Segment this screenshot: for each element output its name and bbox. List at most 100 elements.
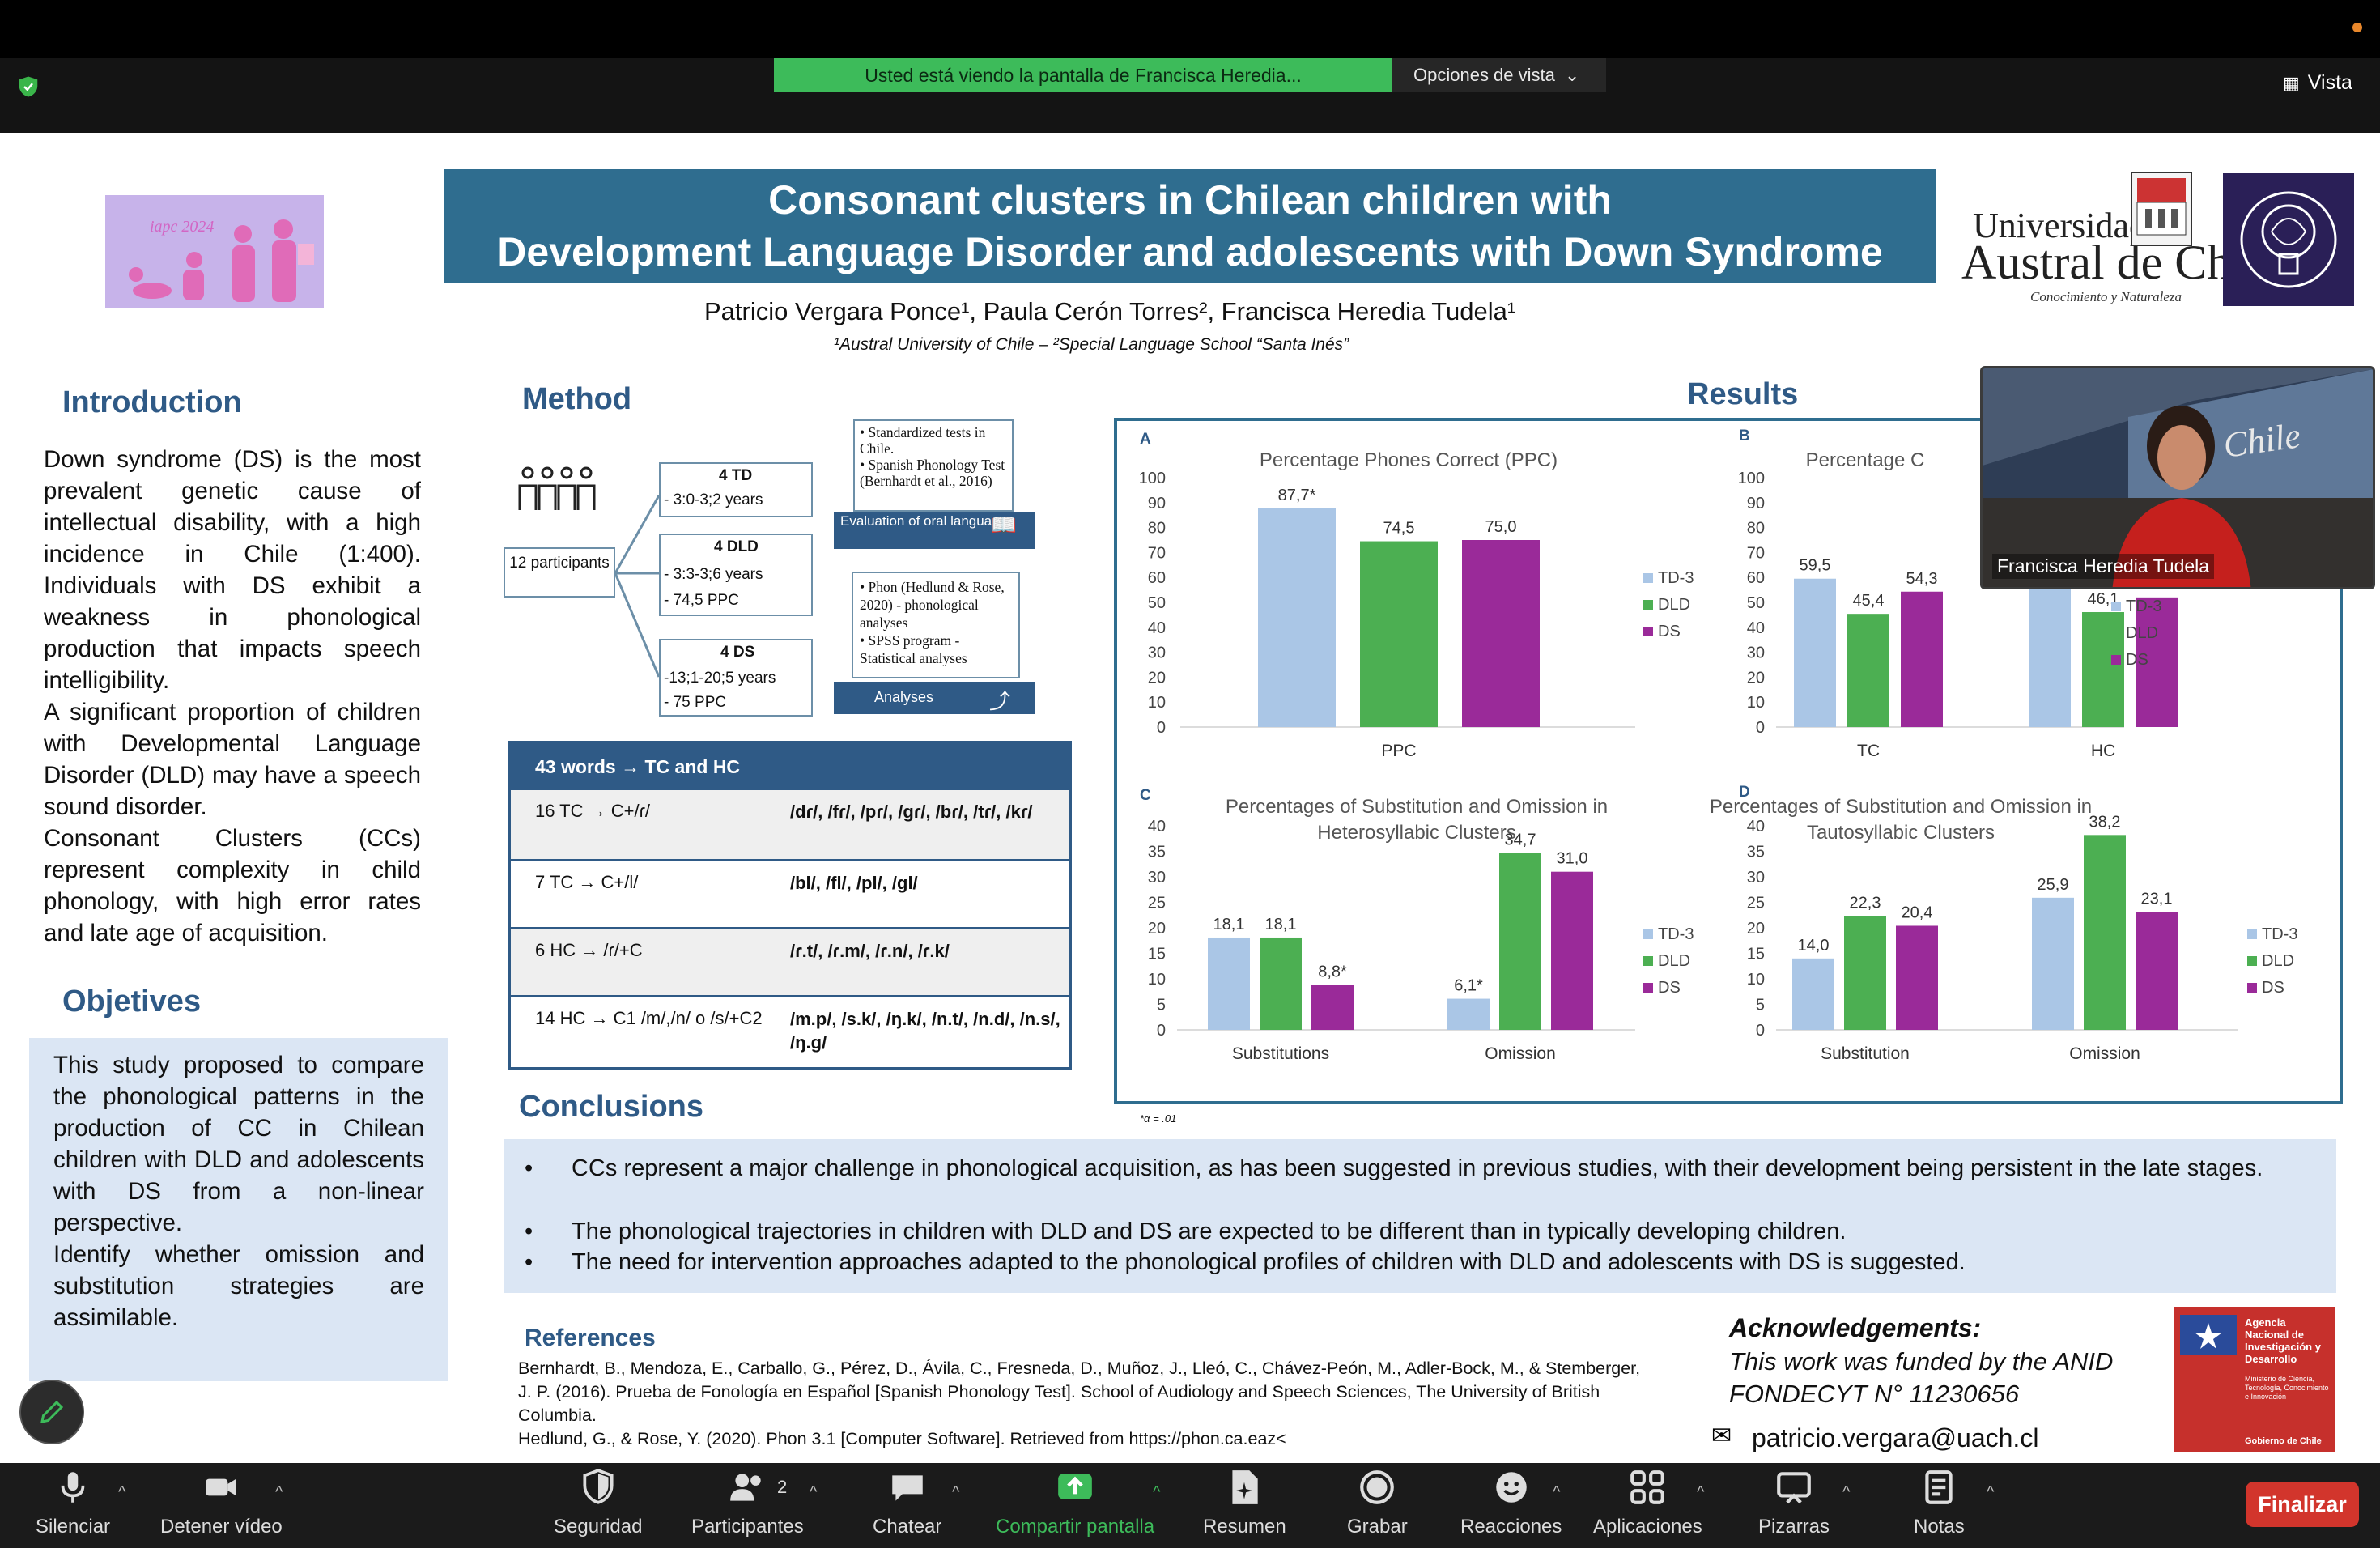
participant-video-tile[interactable]: Chile Francisca Heredia Tudela	[1980, 366, 2375, 589]
microphone-icon	[61, 1472, 85, 1503]
mute-label: Silenciar	[36, 1516, 111, 1537]
y-tick-label: 0	[1157, 1022, 1166, 1040]
video-options-caret[interactable]: ^	[275, 1483, 283, 1501]
chart-title: Percentages of Substitution and Omission…	[1226, 796, 1608, 818]
share-screen-icon	[1058, 1474, 1092, 1499]
analysis-items-box: • Phon (Hedlund & Rose, 2020) - phonolog…	[852, 572, 1020, 678]
notification-dot	[2352, 23, 2362, 32]
y-tick-label: 0	[1756, 719, 1765, 737]
y-tick-label: 50	[1148, 594, 1166, 612]
share-screen-button[interactable]: Compartir pantalla	[996, 1467, 1154, 1538]
data-label: 25,9	[2038, 876, 2069, 894]
university-motto: Conocimiento y Naturaleza	[2030, 289, 2182, 304]
y-tick-label: 90	[1747, 495, 1765, 512]
y-tick-label: 80	[1148, 520, 1166, 538]
legend-swatch	[1643, 600, 1653, 610]
view-button[interactable]: ▦ Vista	[2283, 71, 2352, 95]
data-label: 45,4	[1853, 592, 1885, 610]
data-label: 18,1	[1265, 916, 1297, 933]
poster-authors: Patricio Vergara Ponce¹, Paula Cerón Tor…	[704, 297, 1516, 325]
introduction-paragraph-1: Down syndrome (DS) is the most prevalent…	[44, 446, 421, 694]
y-tick-label: 40	[1747, 619, 1765, 637]
stop-video-button[interactable]: Detener vídeo	[160, 1467, 283, 1538]
group-dld-ppc: - 74,5 PPC	[664, 592, 739, 609]
bar-td-3	[2032, 897, 2074, 1030]
window-top-bar	[0, 0, 2380, 58]
conclusion-item: CCs represent a major challenge in phono…	[572, 1155, 2263, 1181]
x-tick-label: PPC	[1381, 742, 1416, 760]
conclusions-box	[504, 1139, 2336, 1293]
stop-video-label: Detener vídeo	[160, 1516, 283, 1537]
mute-button[interactable]: Silenciar	[36, 1467, 110, 1538]
apps-options-caret[interactable]: ^	[1697, 1483, 1705, 1501]
iapc-logo: iapc 2024	[105, 195, 324, 308]
apps-button[interactable]: Aplicaciones	[1593, 1467, 1702, 1538]
y-tick-label: 30	[1747, 644, 1765, 662]
security-button[interactable]: Seguridad	[554, 1467, 642, 1538]
chat-bubble-icon	[891, 1475, 923, 1501]
reference-item: Bernhardt, B., Mendoza, E., Carballo, G.…	[518, 1359, 1641, 1425]
share-options-caret[interactable]: ^	[1153, 1483, 1161, 1501]
bar-td-3	[1258, 508, 1336, 727]
bar-dld	[1847, 614, 1889, 727]
notes-options-caret[interactable]: ^	[1987, 1483, 1995, 1501]
group-td-age: - 3:0-3;2 years	[664, 491, 763, 508]
chart-panel-C: C Percentages of Substitution and Omissio…	[1140, 787, 1694, 1063]
y-tick-label: 20	[1747, 669, 1765, 687]
x-tick-label: TC	[1857, 742, 1880, 760]
evaluation-label: Evaluation of oral language 📖	[834, 512, 1035, 549]
y-tick-label: 5	[1157, 997, 1166, 1014]
data-label: 59,5	[1800, 557, 1831, 575]
y-tick-label: 0	[1157, 719, 1166, 737]
legend-label: DS	[2126, 651, 2148, 669]
data-label: 14,0	[1798, 937, 1830, 955]
significance-footnote: *α = .01	[1140, 1112, 1177, 1125]
contact-email[interactable]: patricio.vergara@uach.cl	[1752, 1423, 2039, 1452]
reactions-button[interactable]: Reacciones	[1460, 1467, 1562, 1538]
participant-name-label: Francisca Heredia Tudela	[1992, 554, 2215, 579]
security-shield-icon[interactable]	[16, 74, 40, 99]
whiteboard-icon	[1777, 1472, 1811, 1504]
table-cell: 7 TC → C+/l/	[535, 872, 639, 892]
group-dld-box: 4 DLD - 3:3-3;6 years - 74,5 PPC	[659, 534, 813, 616]
notes-button[interactable]: Notas	[1914, 1467, 1965, 1538]
record-button[interactable]: Grabar	[1347, 1467, 1408, 1538]
view-options-label: Opciones de vista	[1413, 65, 1555, 85]
grid-icon: ▦	[2283, 72, 2300, 93]
end-meeting-button[interactable]: Finalizar	[2246, 1482, 2359, 1527]
y-tick-label: 15	[1747, 946, 1765, 963]
anid-logo: Agencia Nacional de Investigación y Desa…	[2174, 1307, 2335, 1452]
y-tick-label: 10	[1747, 971, 1765, 989]
bar-td-3	[1794, 578, 1836, 727]
chat-button[interactable]: Chatear	[873, 1467, 941, 1538]
whiteboards-button[interactable]: Pizarras	[1758, 1467, 1830, 1538]
chart-title: Percentage C	[1806, 449, 1925, 471]
data-label: 18,1	[1213, 916, 1245, 933]
chart-title: Percentages of Substitution and Omission…	[1710, 796, 2092, 818]
panel-letter: D	[1739, 784, 1750, 801]
data-label: 20,4	[1902, 904, 1933, 921]
security-label: Seguridad	[554, 1516, 643, 1537]
audio-options-caret[interactable]: ^	[118, 1483, 126, 1501]
summary-button[interactable]: Resumen	[1203, 1467, 1286, 1538]
y-tick-label: 35	[1747, 844, 1765, 861]
participants-options-caret[interactable]: ^	[810, 1483, 818, 1501]
word-clusters-table: 43 words → TC and HC 16 TC → C+/ɾ/ /dɾ/,…	[508, 741, 1072, 1070]
apps-label: Aplicaciones	[1593, 1516, 1702, 1537]
annotate-pencil-button[interactable]	[19, 1380, 84, 1444]
bar-dld	[1499, 853, 1541, 1030]
legend-label: TD-3	[2126, 598, 2161, 615]
whiteboards-options-caret[interactable]: ^	[1842, 1483, 1851, 1501]
legend-label: DS	[1658, 979, 1681, 997]
poster-title: Consonant clusters in Chilean children w…	[444, 169, 1936, 283]
participants-button[interactable]: Participantes	[691, 1467, 804, 1538]
y-tick-label: 40	[1148, 818, 1166, 836]
reactions-options-caret[interactable]: ^	[1553, 1483, 1561, 1501]
introduction-text: Down syndrome (DS) is the most prevalent…	[44, 444, 421, 949]
introduction-paragraph-2: A significant proportion of children wit…	[44, 699, 421, 820]
acknowledgements-title: Acknowledgements:	[1729, 1313, 1982, 1342]
chat-options-caret[interactable]: ^	[952, 1483, 960, 1501]
y-tick-label: 5	[1756, 997, 1765, 1014]
view-options-button[interactable]: Opciones de vista ⌄	[1392, 58, 1606, 92]
